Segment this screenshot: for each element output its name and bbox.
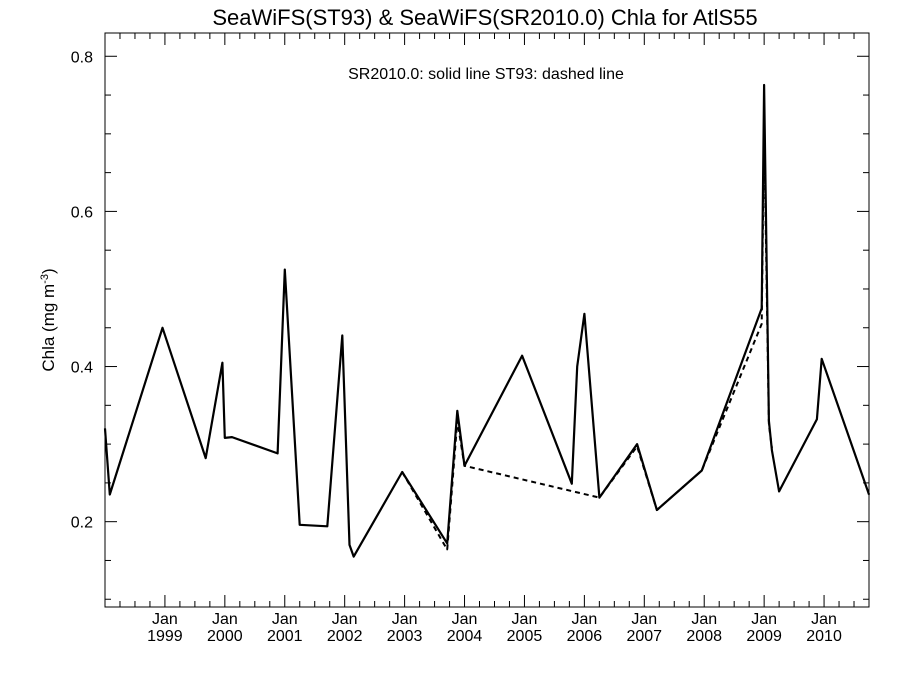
data-point-st93 <box>656 509 658 511</box>
x-tick-label-month: Jan <box>152 611 178 628</box>
x-tick-label-year: 2004 <box>447 628 483 645</box>
data-point-sr2010-0 <box>204 457 207 459</box>
data-point-st93 <box>636 445 638 448</box>
data-point-sr2010-0 <box>571 482 573 485</box>
y-tick-label: 0.8 <box>71 49 93 66</box>
data-point-st93 <box>463 465 466 467</box>
y-axis-label-superscript: -3 <box>39 274 51 284</box>
x-tick-label-year: 2007 <box>626 628 662 645</box>
x-tick-label-year: 2000 <box>207 628 243 645</box>
series-line-sr2010-0 <box>103 83 871 558</box>
x-tick-label-month: Jan <box>272 611 298 628</box>
x-tick-label-month: Jan <box>751 611 777 628</box>
x-tick-label-month: Jan <box>452 611 478 628</box>
y-tick-label: 0.2 <box>71 515 93 532</box>
data-point-st93 <box>763 125 765 127</box>
x-tick-label-year: 2005 <box>507 628 543 645</box>
legend-annotation: SR2010.0: solid line ST93: dashed line <box>348 66 624 83</box>
x-tick-label-month: Jan <box>512 611 538 628</box>
y-tick-label: 0.4 <box>71 360 93 377</box>
y-axis-label-text: Chla (mg m <box>39 284 58 372</box>
data-point-sr2010-0 <box>576 365 578 368</box>
series-sr2010-0 <box>103 83 871 558</box>
data-point-sr2010-0 <box>104 427 106 430</box>
series-line-st93 <box>401 125 773 551</box>
data-point-sr2010-0 <box>276 452 279 455</box>
data-point-sr2010-0 <box>446 542 449 545</box>
data-point-sr2010-0 <box>224 437 226 439</box>
x-tick-label-month: Jan <box>691 611 717 628</box>
x-tick-label-year: 1999 <box>147 628 183 645</box>
x-tick-label-year: 2002 <box>327 628 363 645</box>
x-tick-label-month: Jan <box>212 611 238 628</box>
data-point-sr2010-0 <box>298 524 301 526</box>
data-point-st93 <box>446 548 449 551</box>
data-point-st93 <box>760 323 763 325</box>
x-tick-label-year: 2003 <box>387 628 423 645</box>
y-axis-label-close: ) <box>39 268 58 274</box>
x-tick-label-month: Jan <box>332 611 358 628</box>
data-point-sr2010-0 <box>348 544 351 546</box>
data-point-sr2010-0 <box>161 327 164 329</box>
x-tick-label-year: 2001 <box>267 628 303 645</box>
data-point-st93 <box>456 420 459 422</box>
data-point-sr2010-0 <box>341 334 344 337</box>
x-tick-label-year: 2010 <box>806 628 842 645</box>
data-point-sr2010-0 <box>456 410 459 412</box>
data-point-st93 <box>701 469 703 472</box>
data-point-st93 <box>768 423 770 426</box>
data-point-sr2010-0 <box>778 490 780 493</box>
data-point-sr2010-0 <box>816 418 818 421</box>
data-point-sr2010-0 <box>521 354 523 357</box>
y-axis-label: Chla (mg m-3) <box>39 268 58 371</box>
x-tick-label-month: Jan <box>631 611 657 628</box>
data-point-sr2010-0 <box>352 555 355 558</box>
data-point-sr2010-0 <box>109 493 111 496</box>
data-point-sr2010-0 <box>763 84 765 86</box>
chart-title: SeaWiFS(ST93) & SeaWiFS(SR2010.0) Chla f… <box>212 5 757 30</box>
series-layer <box>103 83 871 558</box>
data-point-sr2010-0 <box>868 493 870 496</box>
series-st93 <box>401 125 773 551</box>
data-point-sr2010-0 <box>284 268 286 271</box>
data-point-st93 <box>598 496 601 499</box>
data-point-st93 <box>401 471 404 473</box>
axis-ticks: 0.20.40.60.8Jan1999Jan2000Jan2001Jan2002… <box>71 33 870 645</box>
data-point-sr2010-0 <box>820 358 823 360</box>
x-tick-label-month: Jan <box>571 611 597 628</box>
x-tick-label-month: Jan <box>811 611 837 628</box>
x-tick-label-year: 2009 <box>746 628 782 645</box>
data-point-sr2010-0 <box>636 443 638 445</box>
x-tick-label-year: 2006 <box>567 628 603 645</box>
y-tick-label: 0.6 <box>71 204 93 221</box>
plot-frame <box>104 32 870 608</box>
data-point-sr2010-0 <box>583 313 586 315</box>
data-point-st93 <box>771 447 773 449</box>
data-point-sr2010-0 <box>221 361 224 364</box>
data-point-sr2010-0 <box>771 449 773 452</box>
data-point-sr2010-0 <box>231 436 233 438</box>
x-tick-label-year: 2008 <box>686 628 722 645</box>
x-tick-label-month: Jan <box>392 611 418 628</box>
data-point-sr2010-0 <box>326 525 329 528</box>
